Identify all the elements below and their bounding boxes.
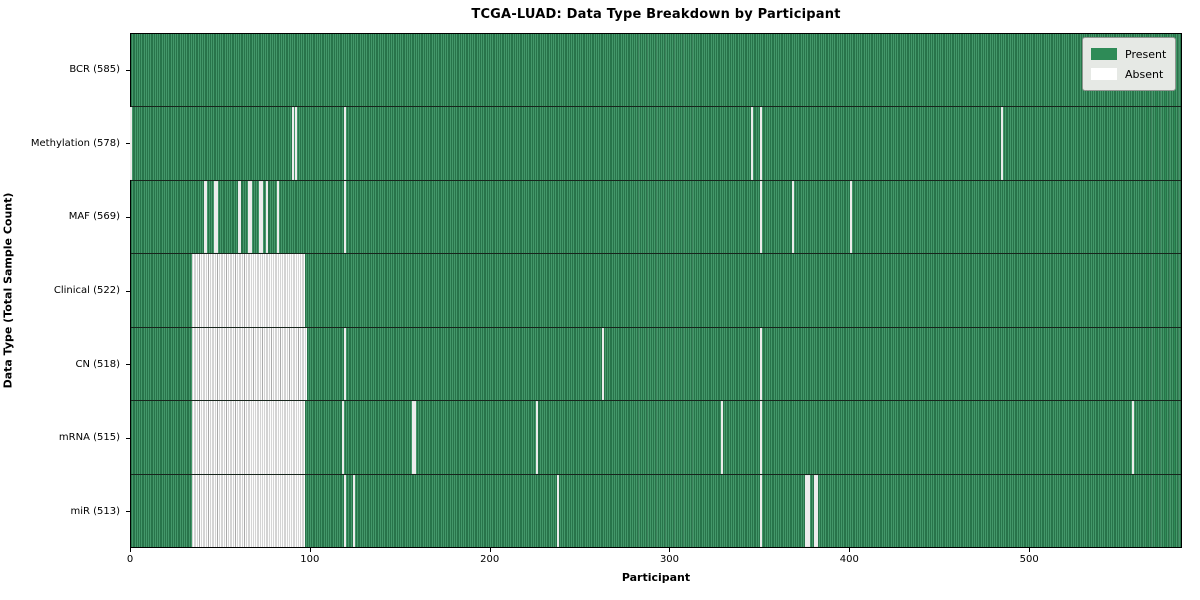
x-tick-label: 100 [300,554,320,565]
absent-stripe [261,180,264,254]
absent-stripe [250,180,253,254]
x-axis-title: Participant [621,571,691,584]
legend-label-present: Present [1125,47,1167,61]
absent-stripe [806,474,809,547]
legend: Present Absent [1082,37,1177,91]
y-tick-label-text: Methylation (578) [30,137,120,149]
absent-stripe [535,401,538,474]
absent-stripe [214,180,217,254]
absent-stripe [203,180,206,254]
heatmap-row-cn [131,327,1181,402]
y-tick-label-text: miR (513) [70,505,120,517]
absent-block [192,327,307,401]
x-tick-label: 500 [1019,554,1039,565]
absent-stripe [849,180,852,254]
chart-title: TCGA-LUAD: Data Type Breakdown by Partic… [471,7,841,22]
y-tick-label-text: mRNA (515) [58,432,120,444]
y-tick-label-clinical: Clinical (522) [0,254,130,328]
absent-stripe [205,180,208,254]
absent-stripe [291,107,294,180]
y-tick-label-methylation: Methylation (578) [0,107,130,181]
y-tick-label-maf: MAF (569) [0,180,130,254]
absent-stripe [343,107,346,180]
legend-label-absent: Absent [1125,67,1164,81]
absent-stripe [1000,107,1003,180]
y-tick-label-cn: CN (518) [0,327,130,401]
y-axis-labels: BCR (585) Methylation (578) MAF (569) Clini… [0,33,130,548]
absent-stripe [413,401,416,474]
absent-stripe [341,401,344,474]
absent-stripe [1131,401,1134,474]
y-tick-label-text: Clinical (522) [53,285,120,297]
absent-stripe [751,107,754,180]
absent-block [192,254,306,327]
x-tick-label: 300 [659,554,680,565]
x-tick-label: 200 [480,554,500,565]
absent-stripe [602,327,605,401]
present-swatch-icon [1091,48,1117,60]
absent-stripe [343,327,346,401]
y-tick-label-bcr: BCR (585) [0,33,130,107]
y-tick-label-mir: miR (513) [0,474,130,548]
x-tick-mark [1029,548,1031,552]
absent-stripe [792,180,795,254]
x-tick-label: 0 [126,554,134,565]
heatmap-row-mrna [131,401,1181,475]
x-tick-mark [309,548,311,552]
y-tick-label-text: BCR (585) [69,64,120,76]
absent-stripe [130,107,132,180]
absent-stripe [760,180,762,254]
absent-stripe [343,474,346,547]
absent-stripe [239,180,242,254]
absent-stripe [259,180,262,254]
absent-stripe [760,474,762,547]
absent-stripe [352,474,355,547]
absent-stripe [343,180,346,254]
absent-stripe [411,401,414,474]
x-axis-ticks: 0 100 200 300 400 500 [126,548,1182,570]
absent-block [192,474,306,547]
x-tick-label: 400 [839,554,859,565]
heatmap-row-maf [131,180,1181,255]
plot-area [130,33,1182,548]
absent-stripe [237,180,240,254]
y-tick-label-mrna: mRNA (515) [0,401,130,475]
x-tick-mark [130,548,131,552]
absent-block [192,401,306,474]
x-tick-mark [849,548,851,552]
absent-swatch-icon [1091,68,1117,80]
absent-stripe [804,474,807,547]
heatmap-row-clinical [131,254,1181,328]
absent-stripe [720,401,723,474]
absent-stripe [277,180,280,254]
heatmap-row-mir [131,474,1181,547]
absent-stripe [813,474,816,547]
absent-stripe [295,107,298,180]
absent-stripe [248,180,251,254]
y-tick-label-text: MAF (569) [68,211,120,223]
absent-stripe [557,474,560,547]
legend-item-present: Present [1091,44,1166,64]
legend-item-absent: Absent [1091,64,1166,84]
absent-stripe [266,180,269,254]
absent-stripe [760,327,762,401]
absent-stripe [760,401,762,474]
absent-stripe [808,474,811,547]
absent-stripe [216,180,219,254]
heatmap-row-methylation [130,107,1181,181]
absent-stripe [760,107,762,180]
heatmap-row-bcr [131,34,1181,108]
x-tick-mark [669,548,671,552]
y-tick-label-text: CN (518) [75,358,120,370]
absent-stripe [815,474,818,547]
x-tick-mark [489,548,491,552]
